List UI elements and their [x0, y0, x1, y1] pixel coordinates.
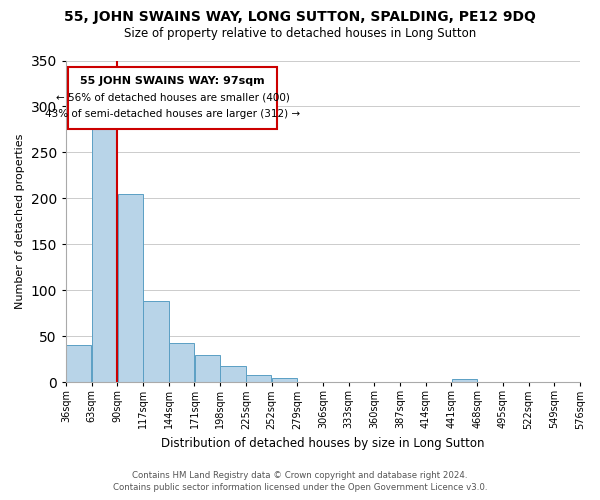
- Bar: [246, 375, 271, 382]
- Bar: [118, 194, 143, 382]
- Bar: [272, 378, 297, 382]
- Bar: [452, 380, 477, 382]
- Bar: [220, 366, 245, 382]
- Text: Size of property relative to detached houses in Long Sutton: Size of property relative to detached ho…: [124, 28, 476, 40]
- Y-axis label: Number of detached properties: Number of detached properties: [15, 134, 25, 309]
- Text: 55, JOHN SWAINS WAY, LONG SUTTON, SPALDING, PE12 9DQ: 55, JOHN SWAINS WAY, LONG SUTTON, SPALDI…: [64, 10, 536, 24]
- Bar: [66, 344, 91, 382]
- Bar: [169, 342, 194, 382]
- Text: 55 JOHN SWAINS WAY: 97sqm: 55 JOHN SWAINS WAY: 97sqm: [80, 76, 265, 86]
- FancyBboxPatch shape: [68, 67, 277, 130]
- Bar: [143, 302, 169, 382]
- Text: Contains HM Land Registry data © Crown copyright and database right 2024.
Contai: Contains HM Land Registry data © Crown c…: [113, 471, 487, 492]
- Bar: [92, 113, 117, 382]
- X-axis label: Distribution of detached houses by size in Long Sutton: Distribution of detached houses by size …: [161, 437, 485, 450]
- Bar: [195, 354, 220, 382]
- Text: ← 56% of detached houses are smaller (400): ← 56% of detached houses are smaller (40…: [56, 92, 290, 102]
- Text: 43% of semi-detached houses are larger (312) →: 43% of semi-detached houses are larger (…: [45, 109, 300, 119]
